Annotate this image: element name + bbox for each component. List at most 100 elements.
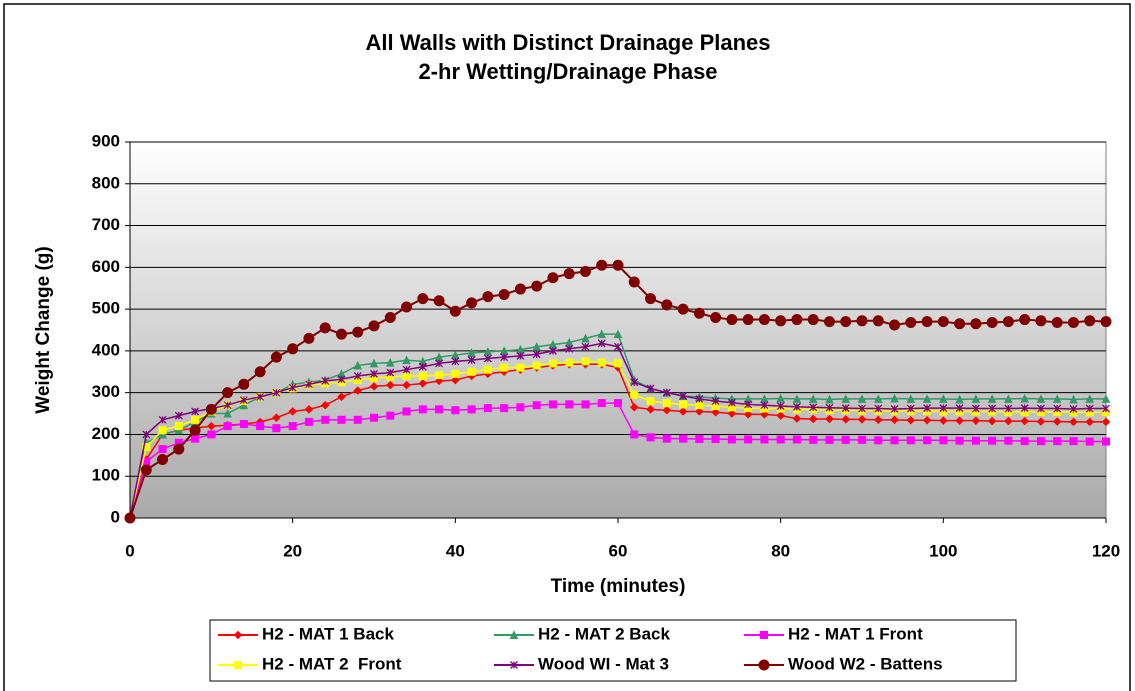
marker: [776, 411, 785, 420]
marker: [435, 371, 444, 380]
marker: [971, 436, 980, 445]
marker: [695, 401, 704, 410]
marker: [890, 415, 899, 425]
marker: [857, 415, 867, 424]
marker: [971, 404, 980, 413]
marker: [987, 394, 997, 403]
marker: [532, 350, 541, 359]
marker: [695, 394, 704, 403]
marker: [402, 380, 411, 390]
y-tick-label: 100: [92, 466, 120, 485]
marker: [1020, 404, 1029, 413]
marker: [726, 314, 738, 326]
marker: [955, 404, 964, 413]
marker: [222, 387, 234, 399]
marker: [988, 436, 997, 445]
marker: [304, 417, 313, 426]
marker: [711, 397, 720, 405]
marker: [872, 315, 884, 327]
marker: [597, 339, 606, 348]
marker: [1004, 394, 1013, 403]
marker: [466, 297, 478, 309]
marker: [1020, 437, 1029, 446]
marker: [483, 365, 492, 374]
marker: [1101, 417, 1111, 427]
marker: [531, 280, 543, 292]
marker: [386, 380, 395, 390]
marker: [483, 404, 492, 413]
marker: [711, 435, 720, 444]
marker: [939, 416, 948, 425]
marker: [433, 295, 445, 307]
marker: [402, 407, 411, 416]
x-tick-label: 60: [609, 541, 628, 560]
marker: [1100, 316, 1112, 328]
marker: [498, 288, 510, 300]
legend-marker: [758, 659, 770, 671]
y-tick-label: 0: [111, 507, 120, 526]
marker: [1051, 316, 1063, 328]
marker: [239, 400, 249, 410]
marker: [906, 404, 915, 413]
marker: [825, 414, 834, 424]
marker: [353, 371, 362, 380]
marker: [319, 322, 331, 334]
marker: [581, 333, 590, 343]
marker: [370, 369, 378, 378]
marker: [353, 415, 362, 424]
x-tick-label: 20: [283, 541, 302, 560]
marker: [321, 377, 330, 385]
marker: [628, 276, 640, 288]
marker: [792, 414, 802, 423]
marker: [402, 365, 411, 374]
marker: [418, 371, 427, 380]
marker: [303, 332, 315, 344]
marker: [140, 464, 152, 476]
marker: [1085, 394, 1095, 403]
marker: [679, 400, 688, 409]
marker: [191, 407, 200, 416]
marker: [695, 407, 704, 416]
marker: [581, 342, 590, 351]
marker: [630, 378, 639, 387]
marker: [693, 307, 705, 319]
marker: [1102, 404, 1110, 413]
marker: [565, 358, 574, 367]
marker: [451, 357, 460, 366]
marker: [840, 316, 852, 328]
marker: [1004, 404, 1013, 413]
marker: [809, 435, 818, 444]
marker: [905, 316, 917, 328]
marker: [417, 293, 429, 305]
marker: [434, 376, 444, 386]
marker: [679, 392, 688, 400]
marker: [662, 406, 672, 415]
marker: [124, 512, 136, 524]
marker: [288, 422, 297, 431]
legend-label: H2 - MAT 2 Back: [538, 624, 670, 643]
legend-marker: [233, 630, 243, 640]
marker: [744, 400, 753, 409]
marker: [858, 435, 866, 444]
marker: [955, 394, 964, 404]
y-tick-label: 900: [92, 131, 120, 150]
marker: [1052, 417, 1062, 426]
marker: [158, 445, 167, 454]
marker: [727, 435, 736, 444]
marker: [937, 316, 949, 328]
y-tick-label: 500: [92, 299, 120, 318]
marker: [238, 378, 250, 390]
marker: [272, 424, 281, 433]
marker: [353, 386, 362, 395]
x-tick-label: 100: [929, 541, 957, 560]
marker: [547, 272, 559, 284]
marker: [189, 424, 201, 436]
marker: [1020, 416, 1029, 426]
marker: [1019, 314, 1031, 326]
marker: [661, 299, 673, 311]
marker: [874, 436, 883, 445]
marker: [856, 315, 868, 327]
marker: [939, 436, 948, 445]
marker: [1069, 394, 1078, 404]
marker: [890, 436, 899, 445]
